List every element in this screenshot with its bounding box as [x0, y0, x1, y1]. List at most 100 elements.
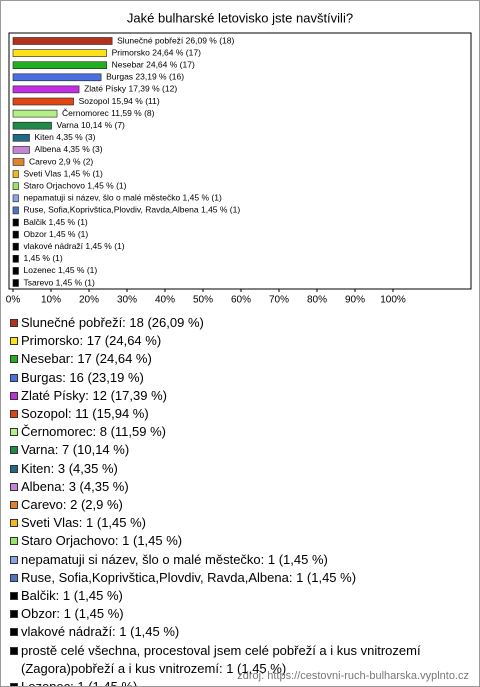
legend-label: Primorsko: 17 (24,64 %)	[21, 333, 162, 349]
bar	[12, 134, 30, 142]
bar-label: Obzor 1,45 % (1)	[24, 229, 89, 239]
x-tick-label: 80%	[307, 295, 327, 306]
legend-item: prostě celé všechna, procestoval jsem ce…	[9, 642, 471, 678]
legend-label: Varna: 7 (10,14 %)	[21, 442, 130, 458]
bar-label: Tsarevo 1,45 % (1)	[24, 277, 96, 287]
legend-swatch	[10, 428, 18, 437]
bar	[12, 182, 19, 190]
bar-label: Sveti Vlas 1,45 % (1)	[24, 168, 104, 178]
legend-item: Sveti Vlas: 1 (1,45 %)	[9, 514, 471, 532]
x-tick-label: 70%	[269, 295, 289, 306]
legend-label: Slunečné pobřeží: 18 (26,09 %)	[21, 315, 204, 330]
legend-label: Lozenec: 1 (1,45 %)	[21, 679, 138, 687]
x-tick-label: 100%	[380, 295, 406, 306]
bar-label: Slunečné pobřeží 26,09 % (18)	[117, 35, 234, 45]
bar	[12, 109, 58, 118]
legend-item: vlakové nádraží: 1 (1,45 %)	[9, 623, 471, 641]
legend-label: Sozopol: 11 (15,94 %)	[21, 406, 149, 422]
legend-swatch	[10, 410, 18, 419]
bar	[12, 230, 19, 239]
source: zdroj: https://cestovni-ruch-bulharska.v…	[237, 670, 469, 682]
legend-label: Černomorec: 8 (11,59 %)	[21, 424, 166, 440]
legend-item: Černomorec: 8 (11,59 %)	[9, 423, 471, 441]
legend: Slunečné pobřeží: 18 (26,09 %) Primorsko:…	[9, 314, 471, 687]
bar	[12, 49, 107, 57]
legend-swatch	[10, 519, 18, 528]
bar	[12, 242, 19, 251]
legend-item: Burgas: 16 (23,19 %)	[9, 369, 471, 387]
legend-swatch	[10, 319, 18, 327]
legend-item: Varna: 7 (10,14 %)	[9, 441, 471, 459]
legend-label: Staro Orjachovo: 1 (1,45 %)	[21, 533, 183, 549]
legend-swatch	[10, 610, 18, 619]
legend-item: Balčik: 1 (1,45 %)	[9, 587, 471, 605]
legend-label: Ruse, Sofia,Koprivštica,Plovdiv, Ravda,A…	[21, 569, 357, 585]
legend-item: Nesebar: 17 (24,64 %)	[9, 350, 471, 368]
bar-label: Černomorec 11,59 % (8)	[62, 108, 155, 118]
legend-label: Kiten: 3 (4,35 %)	[21, 460, 118, 476]
legend-label: Zlaté Písky: 12 (17,39 %)	[21, 387, 167, 403]
legend-item: Zlaté Písky: 12 (17,39 %)	[9, 387, 471, 405]
bar-label: Ruse, Sofia,Koprivštica,Plovdiv, Ravda,A…	[24, 205, 241, 215]
plot-frame	[8, 32, 472, 290]
legend-swatch	[10, 628, 18, 637]
legend-swatch	[10, 592, 18, 601]
bar	[12, 85, 80, 94]
legend-swatch	[10, 573, 18, 582]
bar	[12, 206, 19, 215]
legend-swatch	[10, 683, 18, 686]
bar-label: vlakové nádraží 1,45 % (1)	[24, 241, 125, 251]
bar	[12, 97, 74, 106]
legend-item: nepamatuji si název, šlo o malé městečko…	[9, 551, 471, 569]
bar-label: Carevo 2,9 % (2)	[29, 156, 93, 166]
bar-label: Balčik 1,45 % (1)	[24, 217, 88, 227]
bar	[12, 158, 25, 166]
legend-item: Slunečné pobřeží: 18 (26,09 %)	[9, 314, 471, 332]
bar	[12, 170, 19, 178]
x-tick-label: 50%	[193, 295, 213, 306]
bar-label: Sozopol 15,94 % (11)	[79, 96, 160, 106]
legend-item: Obzor: 1 (1,45 %)	[9, 605, 471, 623]
legend-item: Staro Orjachovo: 1 (1,45 %)	[9, 532, 471, 550]
bar-label: Albena 4,35 % (3)	[35, 144, 103, 154]
bar-label: Nesebar 24,64 % (17)	[112, 59, 195, 69]
x-tick-label: 0%	[6, 295, 21, 306]
legend-item: Ruse, Sofia,Koprivštica,Plovdiv, Ravda,A…	[9, 569, 471, 587]
bar	[12, 73, 102, 82]
bar-label: Kiten 4,35 % (3)	[35, 132, 96, 142]
bar-label: Primorsko 24,64 % (17)	[112, 47, 201, 57]
bar	[12, 194, 19, 203]
legend-swatch	[10, 537, 18, 546]
x-tick-label: 30%	[117, 295, 137, 306]
bar	[12, 121, 52, 130]
bar-label: nepamatuji si název, šlo o malé městečko…	[24, 193, 222, 203]
bar-label: 1,45 % (1)	[24, 253, 63, 263]
legend-item: Sozopol: 11 (15,94 %)	[9, 405, 471, 423]
legend-swatch	[10, 337, 18, 346]
bar	[12, 146, 30, 154]
bar-label: Lozenec 1,45 % (1)	[24, 265, 98, 275]
legend-swatch	[10, 482, 18, 491]
legend-swatch	[10, 446, 18, 455]
legend-swatch	[10, 373, 18, 382]
legend-label: Carevo: 2 (2,9 %)	[21, 497, 123, 513]
bar	[12, 37, 113, 45]
legend-label: Obzor: 1 (1,45 %)	[21, 606, 124, 622]
legend-item: Primorsko: 17 (24,64 %)	[9, 332, 471, 350]
legend-label: prostě celé všechna, procestoval jsem ce…	[21, 642, 421, 676]
bar	[12, 218, 19, 227]
bar	[12, 279, 19, 287]
bar-label: Burgas 23,19 % (16)	[106, 72, 184, 82]
x-tick-label: 10%	[41, 295, 61, 306]
x-tick-label: 90%	[345, 295, 365, 306]
legend-item: Lozenec: 1 (1,45 %)	[9, 678, 471, 687]
legend-swatch	[10, 464, 18, 473]
bar	[12, 255, 19, 263]
legend-swatch	[10, 646, 18, 655]
bar-label: Staro Orjachovo 1,45 % (1)	[24, 180, 127, 190]
legend-swatch	[10, 355, 18, 364]
legend-label: Sveti Vlas: 1 (1,45 %)	[21, 515, 146, 531]
legend-swatch	[10, 555, 18, 564]
legend-item: Kiten: 3 (4,35 %)	[9, 460, 471, 478]
